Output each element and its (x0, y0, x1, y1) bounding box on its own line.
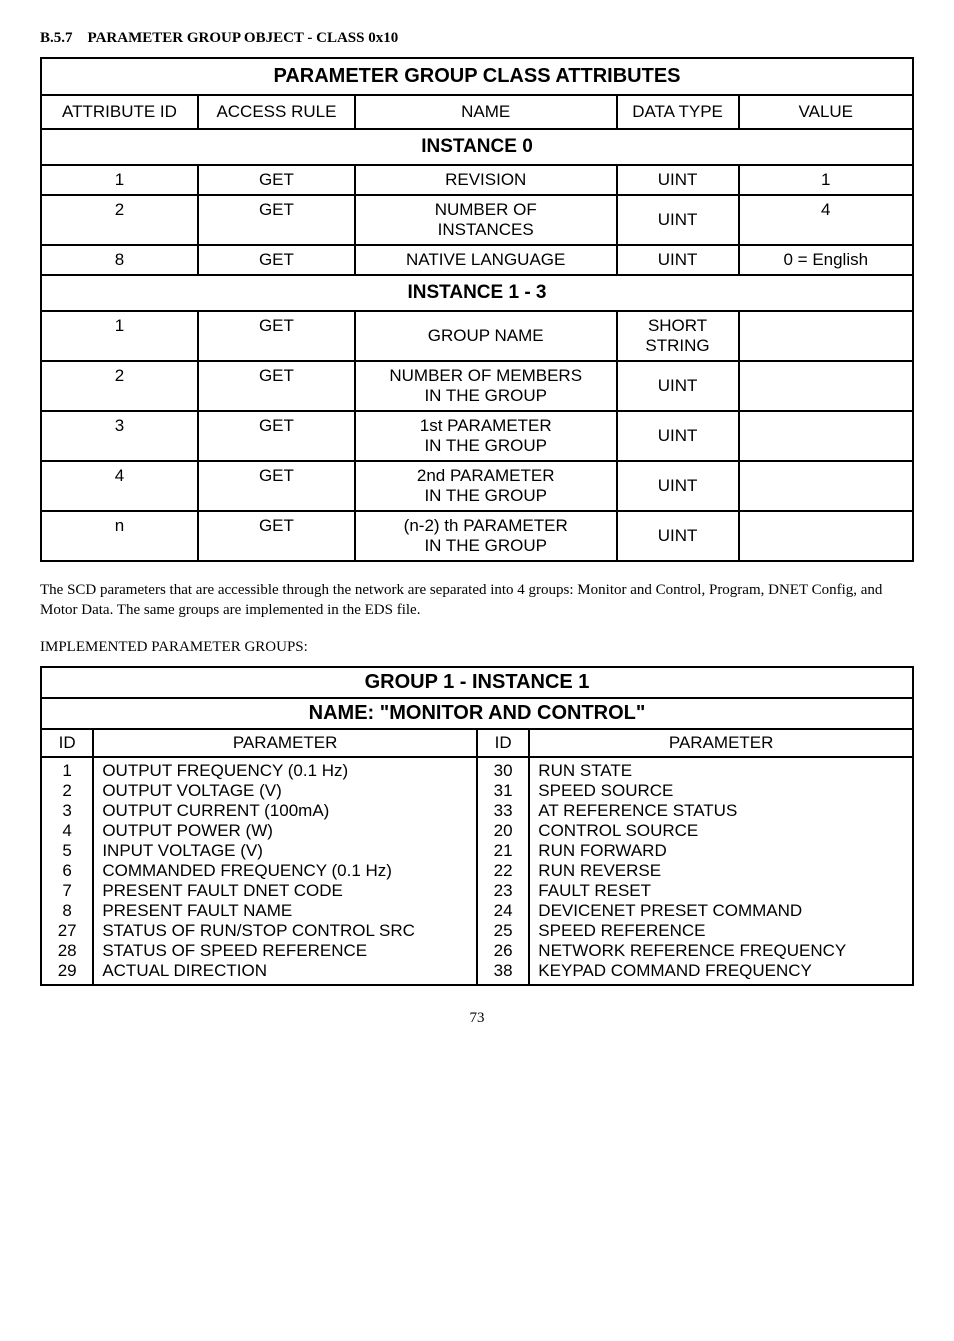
cell-id2: 3031332021222324252638 (477, 757, 529, 985)
table-row: 2GETNUMBER OF MEMBERSIN THE GROUPUINT (41, 361, 913, 411)
section-title: PARAMETER GROUP OBJECT - CLASS 0x10 (88, 30, 399, 46)
cell-rule: GET (198, 361, 355, 411)
table-title: PARAMETER GROUP CLASS ATTRIBUTES (41, 58, 913, 95)
group1-subtitle-row: NAME: "MONITOR AND CONTROL" (41, 698, 913, 729)
cell-value (739, 311, 913, 361)
instance0-row: INSTANCE 0 (41, 129, 913, 165)
th-id1: ID (41, 729, 93, 757)
th-id2: ID (477, 729, 529, 757)
cell-value: 1 (739, 165, 913, 195)
cell-name: NUMBER OF MEMBERSIN THE GROUP (355, 361, 617, 411)
cell-attr: 2 (41, 195, 198, 245)
table-row: 3GET1st PARAMETERIN THE GROUPUINT (41, 411, 913, 461)
cell-type: UINT (617, 461, 739, 511)
cell-rule: GET (198, 311, 355, 361)
section-heading: B.5.7 PARAMETER GROUP OBJECT - CLASS 0x1… (40, 30, 914, 47)
cell-type: UINT (617, 511, 739, 561)
cell-attr: 1 (41, 165, 198, 195)
table-row: 8GETNATIVE LANGUAGEUINT0 = English (41, 245, 913, 275)
cell-value (739, 361, 913, 411)
cell-value (739, 411, 913, 461)
group1-title-row: GROUP 1 - INSTANCE 1 (41, 667, 913, 698)
cell-p2: RUN STATESPEED SOURCEAT REFERENCE STATUS… (529, 757, 913, 985)
cell-rule: GET (198, 195, 355, 245)
table-row: 4GET2nd PARAMETERIN THE GROUPUINT (41, 461, 913, 511)
th-value: VALUE (739, 95, 913, 129)
group1-title: GROUP 1 - INSTANCE 1 (41, 667, 913, 698)
cell-type: UINT (617, 165, 739, 195)
cell-type: UINT (617, 361, 739, 411)
cell-value: 0 = English (739, 245, 913, 275)
cell-attr: 3 (41, 411, 198, 461)
cell-attr: 8 (41, 245, 198, 275)
th-type: DATA TYPE (617, 95, 739, 129)
cell-name: NUMBER OFINSTANCES (355, 195, 617, 245)
cell-name: (n-2) th PARAMETERIN THE GROUP (355, 511, 617, 561)
cell-type: SHORTSTRING (617, 311, 739, 361)
cell-type: UINT (617, 245, 739, 275)
cell-type: UINT (617, 195, 739, 245)
cell-name: GROUP NAME (355, 311, 617, 361)
cell-rule: GET (198, 461, 355, 511)
cell-name: 2nd PARAMETERIN THE GROUP (355, 461, 617, 511)
cell-attr: 4 (41, 461, 198, 511)
table-row: 1GETGROUP NAMESHORTSTRING (41, 311, 913, 361)
th-attr: ATTRIBUTE ID (41, 95, 198, 129)
table-header-row: ATTRIBUTE ID ACCESS RULE NAME DATA TYPE … (41, 95, 913, 129)
cell-type: UINT (617, 411, 739, 461)
th-rule: ACCESS RULE (198, 95, 355, 129)
table-row: nGET(n-2) th PARAMETERIN THE GROUPUINT (41, 511, 913, 561)
cell-p1: OUTPUT FREQUENCY (0.1 Hz)OUTPUT VOLTAGE … (93, 757, 477, 985)
table-row: 1GETREVISIONUINT1 (41, 165, 913, 195)
cell-value (739, 511, 913, 561)
cell-rule: GET (198, 245, 355, 275)
cell-rule: GET (198, 511, 355, 561)
table-row: 2GETNUMBER OFINSTANCESUINT4 (41, 195, 913, 245)
instance13-label: INSTANCE 1 - 3 (41, 275, 913, 311)
cell-attr: n (41, 511, 198, 561)
cell-id1: 12345678272829 (41, 757, 93, 985)
cell-attr: 1 (41, 311, 198, 361)
cell-rule: GET (198, 165, 355, 195)
instance13-row: INSTANCE 1 - 3 (41, 275, 913, 311)
note-paragraph: The SCD parameters that are accessible t… (40, 580, 914, 621)
cell-value (739, 461, 913, 511)
th-p1: PARAMETER (93, 729, 477, 757)
cell-name: NATIVE LANGUAGE (355, 245, 617, 275)
table-title-row: PARAMETER GROUP CLASS ATTRIBUTES (41, 58, 913, 95)
implemented-heading: IMPLEMENTED PARAMETER GROUPS: (40, 639, 914, 656)
group1-subtitle: NAME: "MONITOR AND CONTROL" (41, 698, 913, 729)
group1-header-row: ID PARAMETER ID PARAMETER (41, 729, 913, 757)
cell-rule: GET (198, 411, 355, 461)
th-p2: PARAMETER (529, 729, 913, 757)
cell-name: 1st PARAMETERIN THE GROUP (355, 411, 617, 461)
cell-attr: 2 (41, 361, 198, 411)
group1-body-row: 12345678272829 OUTPUT FREQUENCY (0.1 Hz)… (41, 757, 913, 985)
section-number: B.5.7 (40, 30, 73, 46)
cell-name: REVISION (355, 165, 617, 195)
instance0-label: INSTANCE 0 (41, 129, 913, 165)
page-number: 73 (40, 1010, 914, 1027)
th-name: NAME (355, 95, 617, 129)
parameter-group-table: PARAMETER GROUP CLASS ATTRIBUTES ATTRIBU… (40, 57, 914, 562)
group1-table: GROUP 1 - INSTANCE 1 NAME: "MONITOR AND … (40, 666, 914, 986)
cell-value: 4 (739, 195, 913, 245)
